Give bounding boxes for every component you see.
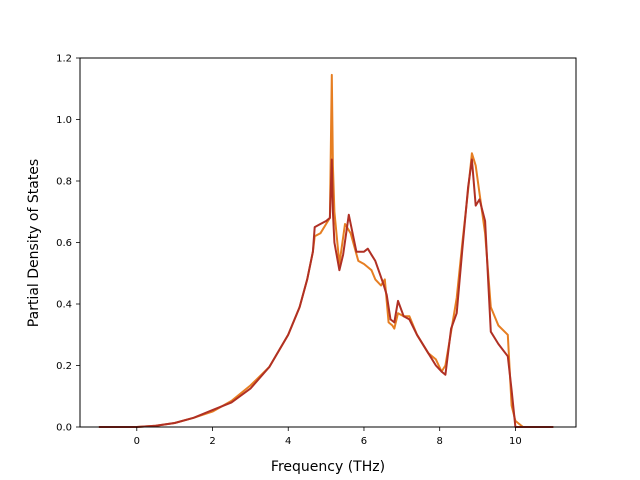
x-tick-label: 2: [209, 436, 215, 447]
y-tick-label: 0.6: [56, 238, 72, 249]
y-tick-label: 0.8: [56, 177, 72, 188]
series-line-2: [98, 158, 554, 428]
x-tick-label: 4: [285, 436, 291, 447]
y-tick-label: 0.4: [56, 300, 72, 311]
y-tick-label: 1.0: [56, 115, 72, 126]
x-tick-label: 10: [509, 436, 522, 447]
x-axis-label: Frequency (THz): [271, 459, 385, 475]
x-tick-label: 0: [134, 436, 140, 447]
x-tick-label: 8: [437, 436, 443, 447]
x-tick-label: 6: [361, 436, 367, 447]
y-tick-label: 0.0: [56, 423, 72, 434]
y-axis-label: Partial Density of States: [26, 159, 42, 327]
y-axis-ticks: 0.0 0.2 0.4 0.6 0.8 1.0 1.2: [56, 54, 80, 434]
y-tick-label: 1.2: [56, 54, 72, 65]
x-axis-ticks: 0 2 4 6 8 10: [134, 427, 522, 447]
plot-lines: [98, 73, 554, 428]
y-tick-label: 0.2: [56, 361, 72, 372]
